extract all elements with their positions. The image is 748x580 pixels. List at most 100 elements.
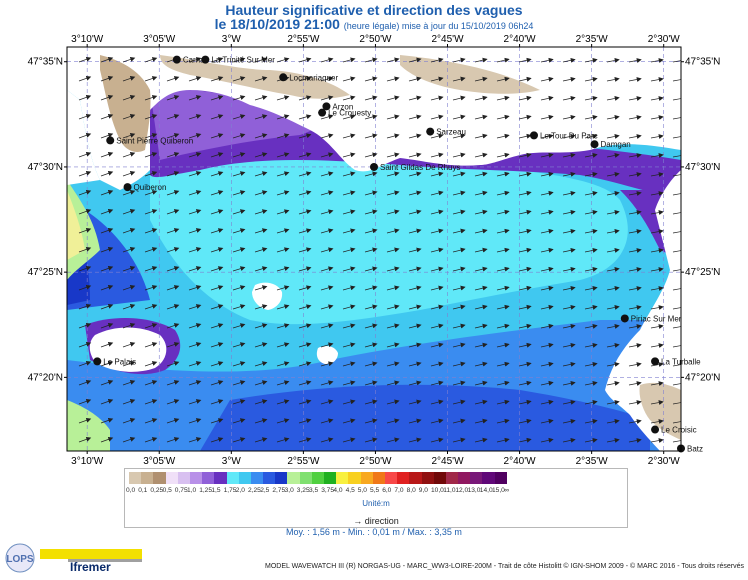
wave-arrow [584, 190, 598, 196]
wave-arrow [562, 266, 576, 272]
wave-arrow [474, 133, 488, 139]
wave-arrow [232, 171, 246, 177]
wave-arrow [78, 341, 92, 348]
wave-arrow [386, 228, 400, 234]
place-dot[interactable] [279, 73, 288, 82]
wave-arrow [518, 114, 532, 120]
lat-label-right: 47°25'N [685, 267, 720, 278]
wave-arrow [672, 400, 681, 406]
wave-arrow [342, 418, 356, 424]
lon-label-top: 2°50'W [359, 34, 392, 45]
wave-arrow [276, 228, 290, 234]
wave-arrow [298, 418, 312, 424]
wave-arrow [254, 304, 268, 310]
wave-arrow [628, 96, 642, 101]
wave-arrow [672, 115, 681, 121]
legend-level-label: 6,0 [382, 487, 392, 494]
lon-label-top: 3°W [222, 34, 242, 45]
wave-arrow [474, 57, 488, 63]
legend-level-label: 11,0 [443, 487, 456, 494]
wave-arrow [144, 285, 158, 291]
legend-swatch [458, 472, 471, 484]
wave-arrow [298, 361, 312, 367]
wave-arrow [166, 114, 180, 120]
wave-arrow [452, 285, 466, 291]
wave-arrow [254, 95, 268, 101]
wave-arrow [518, 133, 532, 139]
wave-arrow [320, 380, 334, 386]
legend-swatch [153, 472, 166, 484]
legend-level-label: 14,0 [479, 487, 493, 494]
wave-arrow [144, 247, 158, 253]
legend-level-label: 4,5 [345, 487, 355, 494]
wave-arrow [298, 266, 312, 272]
wave-arrow [166, 361, 180, 367]
place-dot[interactable] [201, 55, 210, 64]
lat-label-left: 47°25'N [28, 267, 63, 278]
wave-arrow [386, 304, 400, 310]
place-label: Locmariaquer [289, 73, 338, 82]
legend-swatch [202, 472, 215, 484]
wave-arrow [672, 305, 681, 311]
place-dot[interactable] [620, 314, 629, 323]
wave-arrow [298, 228, 312, 234]
place-dot[interactable] [318, 108, 327, 117]
wave-arrow [122, 323, 136, 329]
wave-arrow [452, 342, 466, 348]
wave-arrow [584, 361, 598, 367]
wave-arrow [650, 343, 664, 349]
wave-arrow [254, 323, 268, 329]
wave-arrow [628, 115, 642, 120]
wave-arrow [496, 361, 510, 367]
wave-arrow [320, 76, 334, 82]
legend-swatch [250, 472, 264, 484]
wave-arrow [650, 381, 664, 387]
legend-level-label: 1,25 [199, 487, 213, 494]
place-dot[interactable] [93, 357, 102, 366]
wave-arrow [166, 285, 180, 291]
legend-level-label: 15,0 [492, 487, 505, 494]
wave-arrow [650, 134, 664, 140]
wave-arrow [364, 361, 378, 367]
wave-arrow [100, 246, 114, 253]
wave-arrow [518, 57, 532, 63]
wave-arrow [166, 380, 180, 386]
place-dot[interactable] [426, 127, 435, 136]
wave-arrow [452, 266, 466, 272]
place-dot[interactable] [172, 55, 181, 64]
place-dot[interactable] [106, 136, 115, 145]
place-dot[interactable] [370, 162, 378, 171]
place-dot[interactable] [651, 425, 660, 434]
wave-arrow [606, 114, 620, 120]
wave-arrow [364, 285, 378, 291]
island-houat [252, 282, 283, 310]
place-dot[interactable] [590, 140, 599, 149]
wave-arrow [540, 323, 554, 329]
wave-arrow [298, 399, 312, 405]
wave-arrow [452, 76, 466, 82]
wave-arrow [650, 248, 664, 254]
wave-arrow [540, 342, 554, 348]
place-dot[interactable] [123, 183, 132, 192]
wave-arrow [408, 304, 422, 310]
legend-level-label: 1,75 [223, 487, 237, 494]
wave-arrow [298, 76, 312, 82]
legend-swatch [348, 472, 361, 484]
wave-arrow [254, 437, 268, 443]
place-dot[interactable] [322, 102, 331, 111]
wave-arrow [122, 190, 136, 196]
place-dot[interactable] [529, 131, 538, 140]
wave-arrow [452, 399, 466, 405]
wave-arrow [628, 153, 642, 158]
legend-level-label: 0,5 [162, 487, 172, 494]
wave-arrow [430, 171, 444, 177]
wave-arrow [518, 342, 532, 348]
legend-level-label: 10,0 [431, 487, 444, 494]
zone-2-5 [200, 384, 650, 451]
wave-arrow [100, 189, 114, 196]
wave-arrow [672, 210, 681, 216]
wave-arrow [100, 284, 114, 291]
wave-arrow [320, 171, 334, 177]
place-dot[interactable] [651, 357, 660, 366]
